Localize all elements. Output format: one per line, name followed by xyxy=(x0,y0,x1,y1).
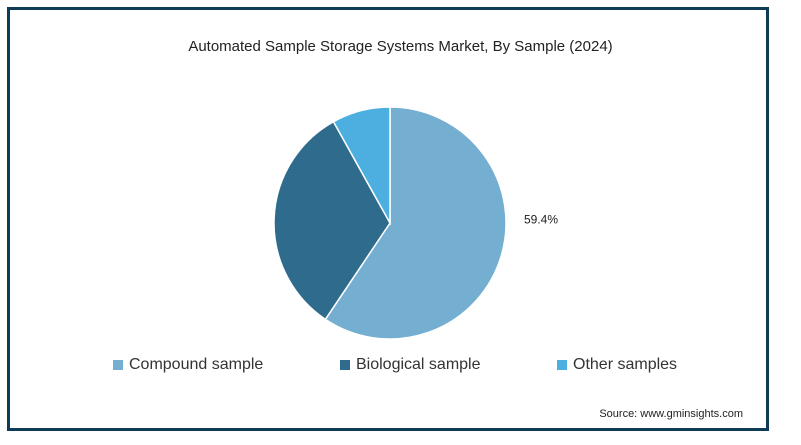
pie-slice-other-samples xyxy=(332,106,391,226)
legend-item-compound-sample: Compound sample xyxy=(113,356,263,374)
legend-swatch-other-samples xyxy=(557,360,567,370)
legend-label-biological-sample: Biological sample xyxy=(356,356,481,373)
chart-title: Automated Sample Storage Systems Market,… xyxy=(188,38,613,55)
legend-item-biological-sample: Biological sample xyxy=(340,356,481,374)
legend: Compound sample Biological sample Other … xyxy=(0,356,801,380)
pie-slice-compound-sample xyxy=(324,106,507,340)
source-note: Source: www.gminsights.com xyxy=(599,408,743,420)
legend-swatch-compound-sample xyxy=(113,360,123,370)
legend-swatch-biological-sample xyxy=(340,360,350,370)
legend-item-other-samples: Other samples xyxy=(557,356,677,374)
data-label-compound-sample: 59.4% xyxy=(524,213,558,227)
legend-label-compound-sample: Compound sample xyxy=(129,356,264,373)
legend-label-other-samples: Other samples xyxy=(573,356,678,373)
